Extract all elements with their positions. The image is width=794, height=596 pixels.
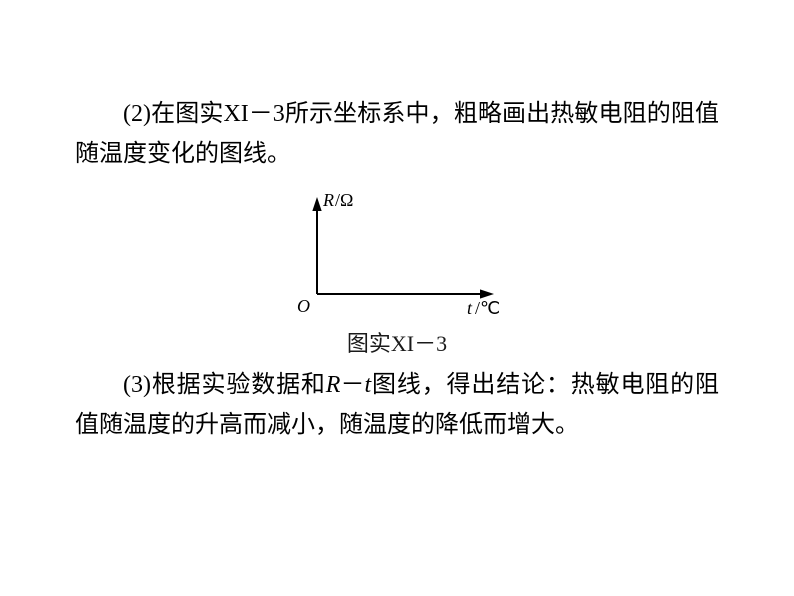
chart-caption: 图实XI－3	[347, 326, 447, 358]
svg-text:t: t	[467, 298, 473, 318]
chart-container: R/Ω Ot/℃ 图实XI－3	[75, 184, 719, 358]
coordinate-system-chart: R/Ω Ot/℃	[267, 184, 527, 324]
caption-roman: XI	[391, 331, 414, 356]
para-3-prefix: (3)根据实验数据和	[123, 372, 326, 398]
paragraph-2: (2)在图实XI－3所示坐标系中，粗略画出热敏电阻的阻值随温度变化的图线。	[75, 95, 719, 174]
para-3-var1: R	[326, 372, 341, 398]
caption-suffix: －3	[414, 331, 447, 356]
paragraph-3: (3)根据实验数据和R－t图线，得出结论：热敏电阻的阻值随温度的升高而减小，随温…	[75, 366, 719, 445]
svg-text:/℃: /℃	[475, 298, 500, 318]
svg-text:R: R	[322, 190, 334, 210]
svg-text:O: O	[297, 296, 310, 316]
para-3-dash: －	[340, 372, 364, 398]
svg-text:/Ω: /Ω	[335, 190, 353, 210]
para-2-text: (2)在图实XI－3所示坐标系中，粗略画出热敏电阻的阻值随温度变化的图线。	[75, 101, 719, 167]
caption-prefix: 图实	[347, 331, 391, 356]
